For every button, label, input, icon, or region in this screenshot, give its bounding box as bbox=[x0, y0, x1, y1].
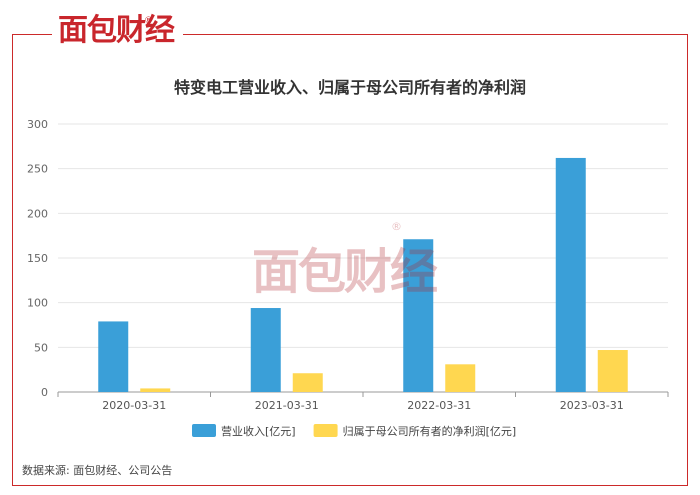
bar-net-profit bbox=[445, 364, 476, 392]
legend-swatch bbox=[313, 424, 338, 437]
chart-frame bbox=[12, 34, 688, 486]
legend-label: 营业收入[亿元] bbox=[221, 424, 296, 438]
frame-top-line-left bbox=[12, 34, 52, 35]
x-tick-label: 2021-03-31 bbox=[255, 399, 319, 412]
legend-swatch bbox=[192, 424, 216, 437]
bar-revenue bbox=[403, 239, 434, 392]
legend-label: 归属于母公司所有者的净利润[亿元] bbox=[343, 424, 517, 438]
brand-reg-mark: ® bbox=[144, 16, 153, 26]
x-tick-label: 2023-03-31 bbox=[560, 399, 624, 412]
x-tick-label: 2020-03-31 bbox=[102, 399, 166, 412]
y-tick-label: 150 bbox=[27, 252, 48, 265]
bar-net-profit bbox=[597, 350, 628, 392]
bar-revenue bbox=[98, 321, 129, 392]
brand-logo-text: 面包财经 bbox=[58, 13, 175, 48]
bar-revenue bbox=[250, 308, 281, 392]
bar-net-profit bbox=[140, 388, 171, 392]
y-tick-label: 200 bbox=[27, 207, 48, 220]
y-tick-label: 100 bbox=[27, 297, 48, 310]
chart-title: 特变电工营业收入、归属于母公司所有者的净利润 bbox=[173, 78, 526, 97]
brand-logo: 面包财经 ® bbox=[54, 13, 178, 49]
y-tick-label: 250 bbox=[27, 163, 48, 176]
bar-revenue bbox=[555, 157, 586, 392]
data-source-note: 数据来源: 面包财经、公司公告 bbox=[22, 464, 173, 477]
bar-net-profit bbox=[292, 373, 323, 392]
y-tick-label: 0 bbox=[41, 386, 48, 399]
x-tick-label: 2022-03-31 bbox=[407, 399, 471, 412]
frame-top-line-right bbox=[183, 34, 688, 35]
y-tick-label: 50 bbox=[34, 341, 48, 354]
y-tick-label: 300 bbox=[27, 118, 48, 131]
